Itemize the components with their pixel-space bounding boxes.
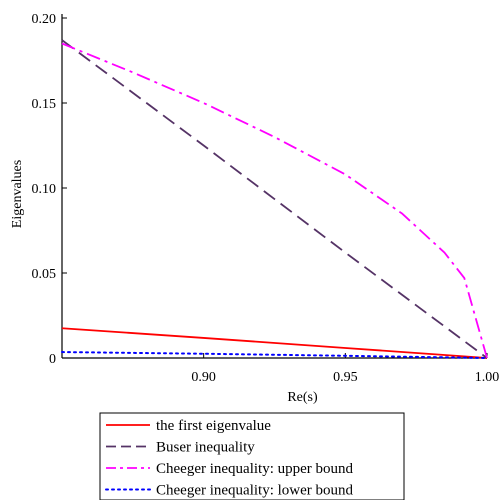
chart-series xyxy=(61,39,488,359)
series-line-3 xyxy=(61,42,488,359)
chart-axes xyxy=(61,14,487,359)
x-tick-label: 0.95 xyxy=(333,370,358,385)
series-line-2 xyxy=(61,39,488,359)
y-tick-label: 0.15 xyxy=(32,97,57,112)
legend-box xyxy=(99,412,405,500)
y-axis-label: Eigenvalues xyxy=(10,160,25,228)
y-tick-label: 0.05 xyxy=(32,267,57,282)
legend-label-1: the first eigenvalue xyxy=(156,418,271,434)
legend-label-2: Buser inequality xyxy=(156,440,255,456)
legend-label-4: Cheeger inequality: lower bound xyxy=(156,483,354,499)
x-tick-label: 1.00 xyxy=(475,370,500,385)
series-line-1 xyxy=(61,327,488,359)
series-line-4 xyxy=(61,351,488,359)
y-tick-label: 0 xyxy=(49,352,56,367)
y-tick-label: 0.20 xyxy=(32,12,57,27)
chart-ticks: 0 0.05 0.10 0.15 0.20 0.90 0.95 1.00 xyxy=(32,12,500,385)
chart-legend: the first eigenvalue Buser inequality Chee… xyxy=(99,412,405,500)
y-tick-label: 0.10 xyxy=(32,182,57,197)
x-tick-label: 0.90 xyxy=(191,370,216,385)
legend-label-3: Cheeger inequality: upper bound xyxy=(156,461,354,477)
x-axis-label: Re(s) xyxy=(287,390,318,405)
